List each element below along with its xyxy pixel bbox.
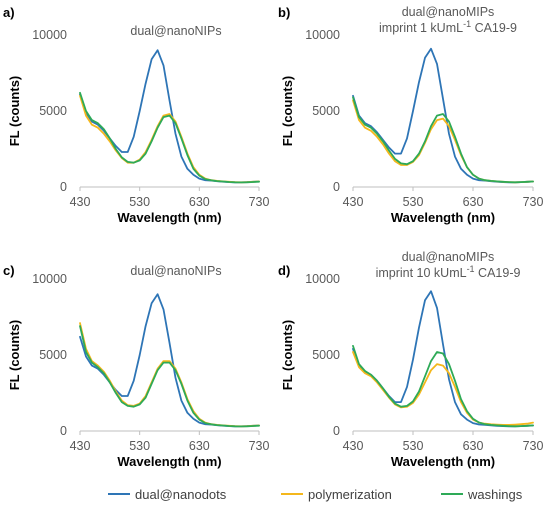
y-axis-label: FL (counts) — [7, 320, 22, 391]
y-axis-label: FL (counts) — [7, 76, 22, 147]
x-tick-label: 630 — [189, 439, 210, 453]
series-line-washings — [79, 91, 260, 184]
y-tick-label: 0 — [333, 424, 340, 438]
x-tick-label: 430 — [343, 439, 364, 453]
x-tick-label: 630 — [463, 439, 484, 453]
legend-label: dual@nanodots — [135, 487, 227, 502]
series-line-dual@nanodots — [352, 47, 534, 184]
y-tick-label: 10000 — [32, 28, 67, 42]
panel-title: dual@nanoNIPs — [130, 264, 221, 278]
x-tick-label: 530 — [129, 195, 150, 209]
x-axis-label: Wavelength (nm) — [117, 454, 221, 469]
x-tick-label: 630 — [463, 195, 484, 209]
subtitle-analyte: CA19-9 — [475, 266, 521, 280]
x-tick-label: 530 — [403, 195, 424, 209]
panel-title: dual@nanoNIPs — [130, 24, 221, 38]
x-axis-label: Wavelength (nm) — [117, 210, 221, 225]
y-tick-label: 5000 — [312, 104, 340, 118]
y-tick-label: 0 — [60, 180, 67, 194]
y-axis-label: FL (counts) — [280, 320, 295, 391]
x-tick-label: 530 — [129, 439, 150, 453]
panel-subtitle: imprint 10 kUmL-1 CA19-9 — [376, 264, 521, 280]
y-tick-label: 0 — [60, 424, 67, 438]
series-line-washings — [79, 325, 260, 428]
series-line-polymerization — [79, 94, 260, 184]
y-tick-label: 0 — [333, 180, 340, 194]
x-axis-label: Wavelength (nm) — [391, 454, 495, 469]
y-tick-label: 5000 — [312, 348, 340, 362]
x-tick-label: 430 — [343, 195, 364, 209]
legend: dual@nanodots polymerization washings — [108, 487, 523, 502]
chart-panel-3: c) dual@nanoNIPs 0 5000 10000 430 530 630 730 Wav… — [3, 263, 269, 469]
subtitle-superscript: -1 — [467, 264, 475, 274]
x-tick-label: 530 — [403, 439, 424, 453]
series-line-washings — [352, 344, 534, 428]
x-tick-label: 630 — [189, 195, 210, 209]
series-line-dual@nanodots — [352, 290, 534, 428]
x-tick-label: 730 — [523, 195, 544, 209]
y-axis-label: FL (counts) — [280, 76, 295, 147]
panel-subtitle: imprint 1 kUmL-1 CA19-9 — [379, 19, 517, 35]
y-tick-label: 10000 — [305, 28, 340, 42]
x-tick-label: 730 — [249, 439, 270, 453]
y-tick-label: 10000 — [32, 272, 67, 286]
series-line-polymerization — [352, 351, 534, 426]
y-tick-label: 5000 — [39, 348, 67, 362]
y-tick-label: 10000 — [305, 272, 340, 286]
legend-label: polymerization — [308, 487, 392, 502]
x-tick-label: 730 — [249, 195, 270, 209]
x-tick-label: 430 — [70, 195, 91, 209]
subtitle-main: imprint 1 kUmL — [379, 21, 463, 35]
panel-title: dual@nanoMIPs — [402, 250, 495, 264]
x-tick-label: 430 — [70, 439, 91, 453]
panel-label: d) — [278, 263, 290, 278]
chart-panel-1: a) dual@nanoNIPs 0 5000 10000 430 530 630 730 Wav… — [3, 5, 269, 225]
x-tick-label: 730 — [523, 439, 544, 453]
panel-label: c) — [3, 263, 15, 278]
x-axis-label: Wavelength (nm) — [391, 210, 495, 225]
subtitle-main: imprint 10 kUmL — [376, 266, 467, 280]
series-line-washings — [352, 96, 534, 184]
legend-label: washings — [467, 487, 523, 502]
panel-label: b) — [278, 5, 290, 20]
y-tick-label: 5000 — [39, 104, 67, 118]
subtitle-analyte: CA19-9 — [471, 21, 517, 35]
series-line-polymerization — [352, 99, 534, 184]
panel-label: a) — [3, 5, 15, 20]
subtitle-superscript: -1 — [463, 19, 471, 29]
panel-title: dual@nanoMIPs — [402, 5, 495, 19]
